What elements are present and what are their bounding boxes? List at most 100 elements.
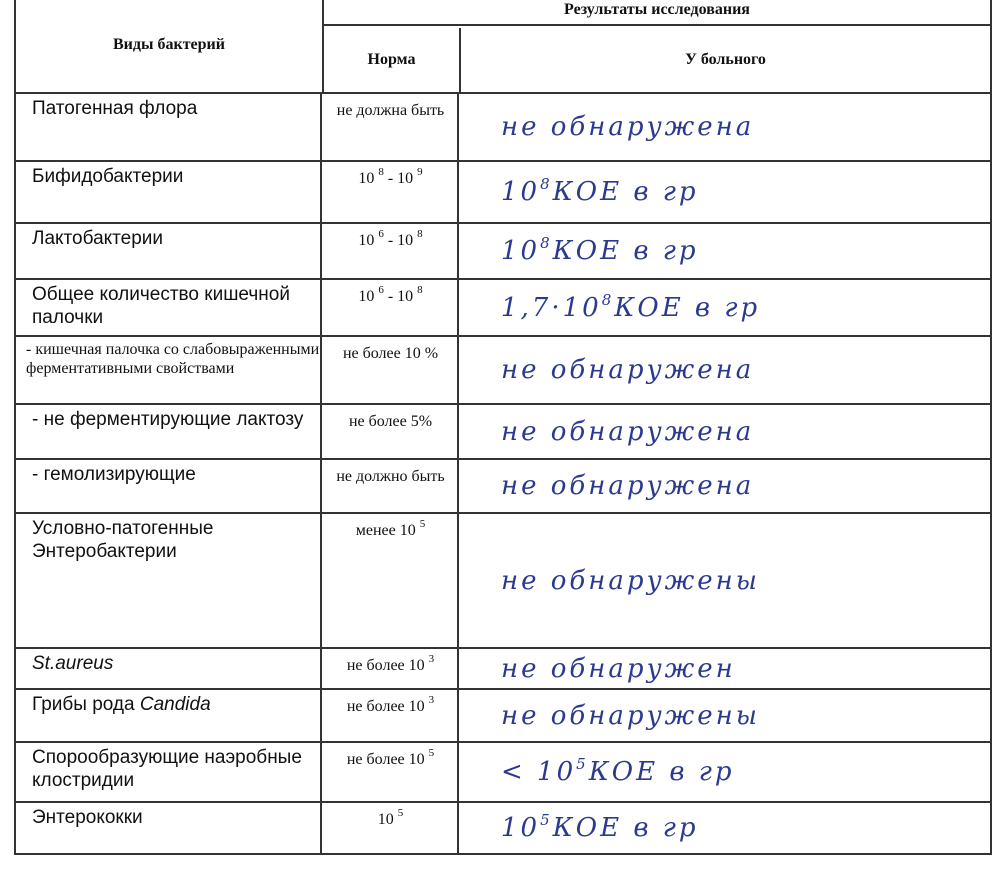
table-row: Лактобактерии 10 6 - 10 8 10 8 КОЕ в гр	[16, 224, 990, 280]
exponent: 5	[428, 747, 435, 759]
norm-cell: не должна быть	[324, 94, 459, 160]
species-cell: Спорообразующие наэробные клостридии	[16, 743, 322, 801]
text: 10	[501, 236, 541, 266]
norm-cell: не более 10 5	[324, 743, 459, 801]
text: - 10	[383, 288, 418, 305]
table-body: Патогенная флора не должна быть не обнаруж…	[16, 94, 990, 855]
norm-cell: менее 10 5	[324, 514, 459, 647]
text: - гемолизирующие	[32, 464, 196, 485]
species-cell: Патогенная флора	[16, 94, 322, 160]
text: не обнаружены	[501, 565, 760, 596]
patient-handwritten-cell: не обнаружена	[461, 94, 990, 160]
species-cell: Лактобактерии	[16, 224, 322, 278]
norm-cell: 10 6 - 10 8	[324, 280, 459, 335]
exponent: 6	[378, 284, 384, 296]
patient-handwritten-cell: не обнаружены	[461, 514, 990, 647]
exponent: 3	[428, 653, 435, 665]
text: не более 5%	[348, 413, 433, 430]
header-species: Виды бактерий	[16, 0, 324, 92]
exponent: 5	[419, 518, 426, 530]
text: 10	[501, 177, 541, 207]
text: - 10	[383, 170, 418, 187]
text: 10	[501, 813, 541, 843]
species-cell: Условно-патогенные Энтеробактерии	[16, 514, 322, 647]
text: 10	[358, 288, 379, 305]
table-row: - гемолизирующие не должно быть не обнаруж…	[16, 460, 990, 514]
header-results-group: Результаты исследования	[324, 0, 990, 26]
text: не должно быть	[336, 468, 445, 485]
exponent: 5	[397, 807, 404, 819]
norm-cell: не более 5%	[324, 405, 459, 458]
species-cell: Общее количество кишечной палочки	[16, 280, 322, 335]
species-cell: St.aureus	[16, 649, 322, 688]
text: не обнаружена	[501, 416, 755, 447]
text: КОЕ в гр	[552, 177, 699, 207]
patient-handwritten-cell: не обнаружена	[461, 460, 990, 512]
text: Условно-патогенные Энтеробактерии	[32, 518, 214, 562]
table-header: Виды бактерий Результаты исследования Но…	[16, 0, 990, 94]
text: - 10	[383, 232, 418, 249]
text: КОЕ в гр	[552, 813, 699, 843]
table-row: Общее количество кишечной палочки 10 6 - …	[16, 280, 990, 337]
text: 10	[358, 170, 379, 187]
exponent: 8	[601, 290, 615, 309]
patient-handwritten-cell: 10 8 КОЕ в гр	[461, 162, 990, 222]
text: не обнаружены	[501, 700, 760, 731]
patient-handwritten-cell: не обнаружена	[461, 337, 990, 403]
text: не обнаружена	[501, 112, 755, 142]
norm-cell: 10 8 - 10 9	[324, 162, 459, 222]
table-row: Грибы рода Candida не более 10 3 не обнару…	[16, 690, 990, 743]
patient-handwritten-cell: 10 8 КОЕ в гр	[461, 224, 990, 278]
species-cell: - не ферментирующие лактозу	[16, 405, 322, 458]
text: КОЕ в гр	[552, 236, 699, 266]
text: не более 10	[346, 698, 429, 715]
text: Спорообразующие наэробные клостридии	[32, 747, 302, 791]
species-cell: - кишечная палочка со слабовыраженными ф…	[16, 337, 322, 403]
exponent: 5	[576, 755, 589, 773]
text: не обнаружен	[501, 653, 736, 684]
patient-handwritten-cell: не обнаружен	[461, 649, 990, 688]
text: Энтерококки	[32, 807, 143, 828]
norm-cell: не более 10 %	[324, 337, 459, 403]
text: КОЕ в гр	[588, 757, 735, 787]
table-row: Спорообразующие наэробные клостридии не б…	[16, 743, 990, 803]
patient-handwritten-cell: < 10 5 КОЕ в гр	[461, 743, 990, 801]
patient-handwritten-cell: 1,7·10 8 КОЕ в гр	[461, 280, 990, 335]
table-row: - не ферментирующие лактозу не более 5% не…	[16, 405, 990, 460]
exponent: 9	[417, 166, 423, 178]
norm-cell: не более 10 3	[324, 649, 459, 688]
species-cell: - гемолизирующие	[16, 460, 322, 512]
text: - не ферментирующие лактозу	[32, 409, 304, 430]
header-patient: У больного	[685, 51, 766, 68]
exponent: 8	[540, 234, 553, 252]
exponent: 8	[378, 166, 384, 178]
table-row: - кишечная палочка со слабовыраженными ф…	[16, 337, 990, 405]
species-cell: Грибы рода Candida	[16, 690, 322, 741]
patient-handwritten-cell: 10 5 КОЕ в гр	[461, 803, 990, 853]
species-cell: Бифидобактерии	[16, 162, 322, 222]
exponent: 8	[417, 284, 423, 296]
species-cell: Энтерококки	[16, 803, 322, 853]
table-row: Бифидобактерии 10 8 - 10 9 10 8 КОЕ в гр	[16, 162, 990, 224]
text: Грибы рода	[32, 694, 140, 715]
text: не обнаружена	[501, 355, 755, 385]
italic-text: Candida	[139, 694, 211, 715]
table-row: St.aureus не более 10 3 не обнаружен	[16, 649, 990, 690]
text: < 10	[501, 757, 577, 787]
header-norm: Норма	[324, 28, 461, 92]
norm-cell: 10 6 - 10 8	[324, 224, 459, 278]
norm-cell: не должно быть	[324, 460, 459, 512]
text: 1,7·10	[501, 292, 602, 323]
text: 10	[377, 811, 398, 828]
patient-handwritten-cell: не обнаружены	[461, 690, 990, 741]
table-row: Энтерококки 10 5 10 5 КОЕ в гр	[16, 803, 990, 855]
text: Патогенная флора	[32, 98, 198, 119]
text: не более 10	[346, 657, 429, 674]
norm-cell: не более 10 3	[324, 690, 459, 741]
norm-cell: 10 5	[324, 803, 459, 853]
table-row: Условно-патогенные Энтеробактерии менее 1…	[16, 514, 990, 649]
text: не более 10	[346, 751, 429, 768]
text: Общее количество кишечной палочки	[32, 284, 290, 328]
exponent: 8	[540, 175, 553, 193]
text: не более 10 %	[342, 345, 439, 362]
